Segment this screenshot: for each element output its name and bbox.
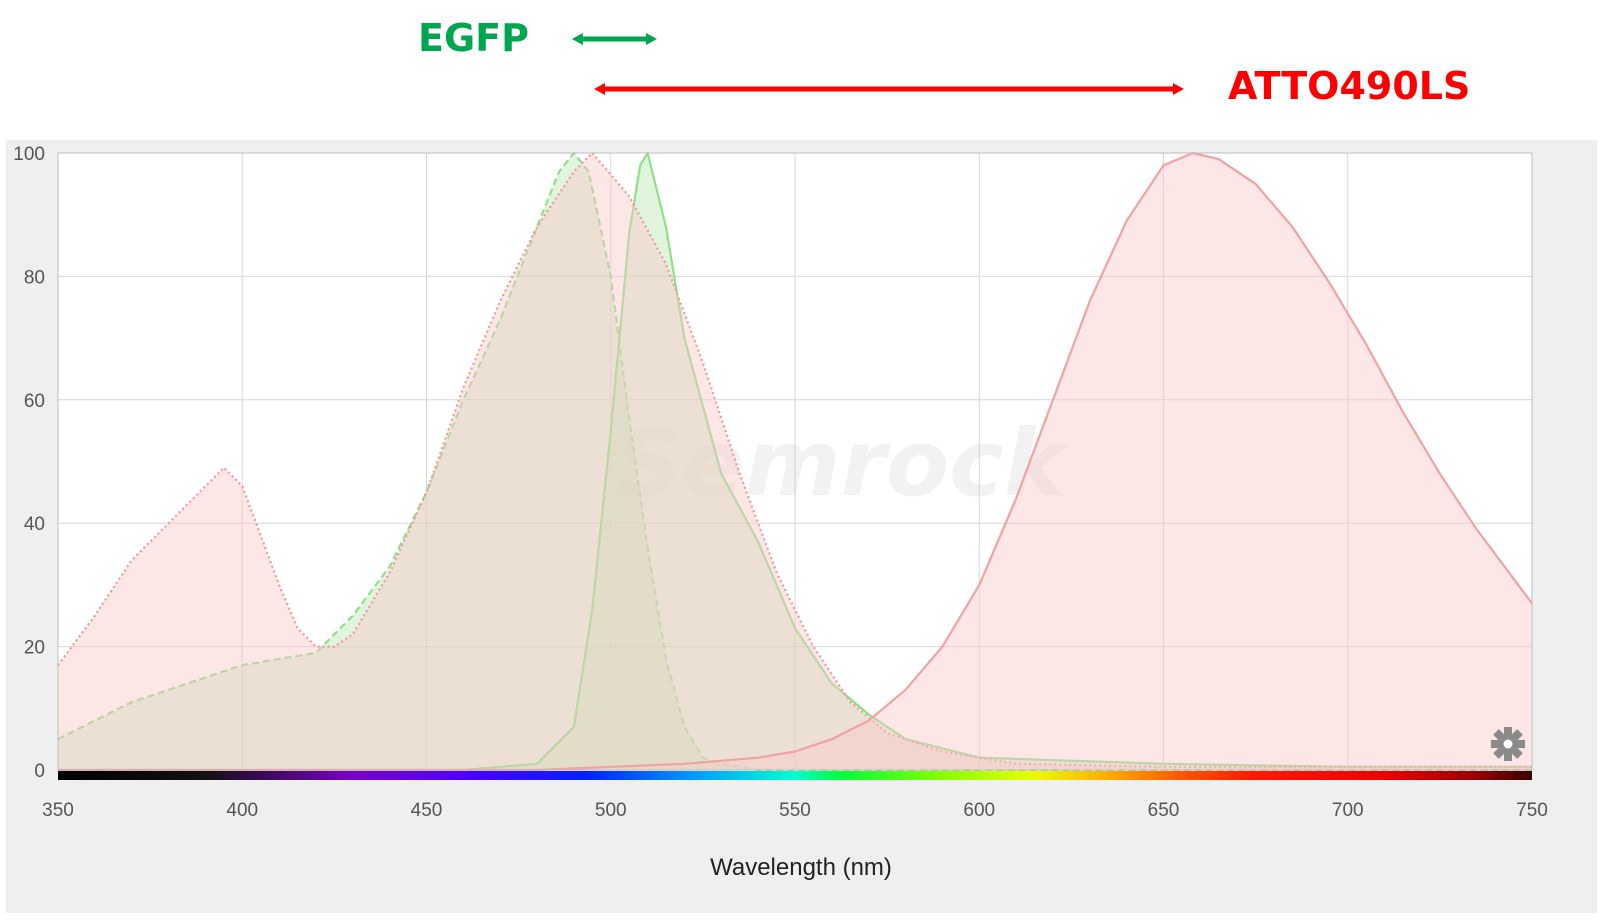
x-tick-label: 650 bbox=[1148, 800, 1180, 821]
egfp-range-arrow-right-head bbox=[645, 33, 657, 45]
spectra-chart-panel: Semrock 350 400 450 500 550 600 650 700 750 0 20 40… bbox=[6, 140, 1597, 913]
atto490ls-emission-line bbox=[58, 151, 1533, 772]
egfp-excitation-line bbox=[57, 151, 1532, 772]
atto490ls-range-arrow-left-head bbox=[594, 83, 606, 95]
y-tick-label: 40 bbox=[24, 514, 45, 535]
y-tick-label: 20 bbox=[24, 638, 45, 659]
x-axis-label: Wavelength (nm) bbox=[710, 854, 892, 881]
x-tick-label: 700 bbox=[1332, 800, 1364, 821]
egfp-range-arrow-left-head bbox=[571, 33, 583, 45]
atto490ls-range-arrow-right-head bbox=[1172, 83, 1184, 95]
y-tick-label: 100 bbox=[13, 144, 45, 165]
egfp-range-arrow bbox=[571, 33, 657, 45]
egfp-emission-line bbox=[58, 151, 1532, 772]
y-tick-label: 0 bbox=[34, 761, 45, 782]
egfp-excitation-area bbox=[58, 153, 1532, 770]
x-tick-label: 350 bbox=[42, 800, 74, 821]
atto490ls-range-arrow bbox=[594, 83, 1184, 95]
x-tick-label: 750 bbox=[1516, 800, 1548, 821]
x-tick-label: 550 bbox=[779, 800, 811, 821]
x-tick-label: 400 bbox=[226, 800, 258, 821]
plot-frame bbox=[57, 152, 1533, 771]
y-tick-label: 60 bbox=[24, 391, 45, 412]
x-tick-label: 450 bbox=[411, 800, 443, 821]
series-layer bbox=[57, 151, 1533, 772]
semrock-watermark: Semrock bbox=[616, 410, 1070, 517]
atto490ls-excitation-area bbox=[58, 153, 1532, 770]
atto490ls-label: ATTO490LS bbox=[1228, 64, 1471, 108]
x-tick-label: 500 bbox=[595, 800, 627, 821]
atto490ls-emission-area bbox=[58, 153, 1532, 770]
x-tick-label: 600 bbox=[963, 800, 995, 821]
egfp-label: EGFP bbox=[418, 16, 529, 60]
gear-icon[interactable] bbox=[1491, 727, 1525, 761]
egfp-emission-area bbox=[58, 153, 1532, 770]
tick-labels: 350 400 450 500 550 600 650 700 750 0 20 40 60 80 100 bbox=[13, 144, 1548, 821]
range-arrows bbox=[571, 33, 1184, 95]
spectra-chart: Semrock 350 400 450 500 550 600 650 700 750 0 20 40… bbox=[13, 144, 1548, 881]
visible-spectrum-bar bbox=[58, 771, 1532, 780]
y-tick-label: 80 bbox=[24, 267, 45, 288]
dye-range-annotations: EGFP ATTO490LS bbox=[0, 0, 1603, 130]
